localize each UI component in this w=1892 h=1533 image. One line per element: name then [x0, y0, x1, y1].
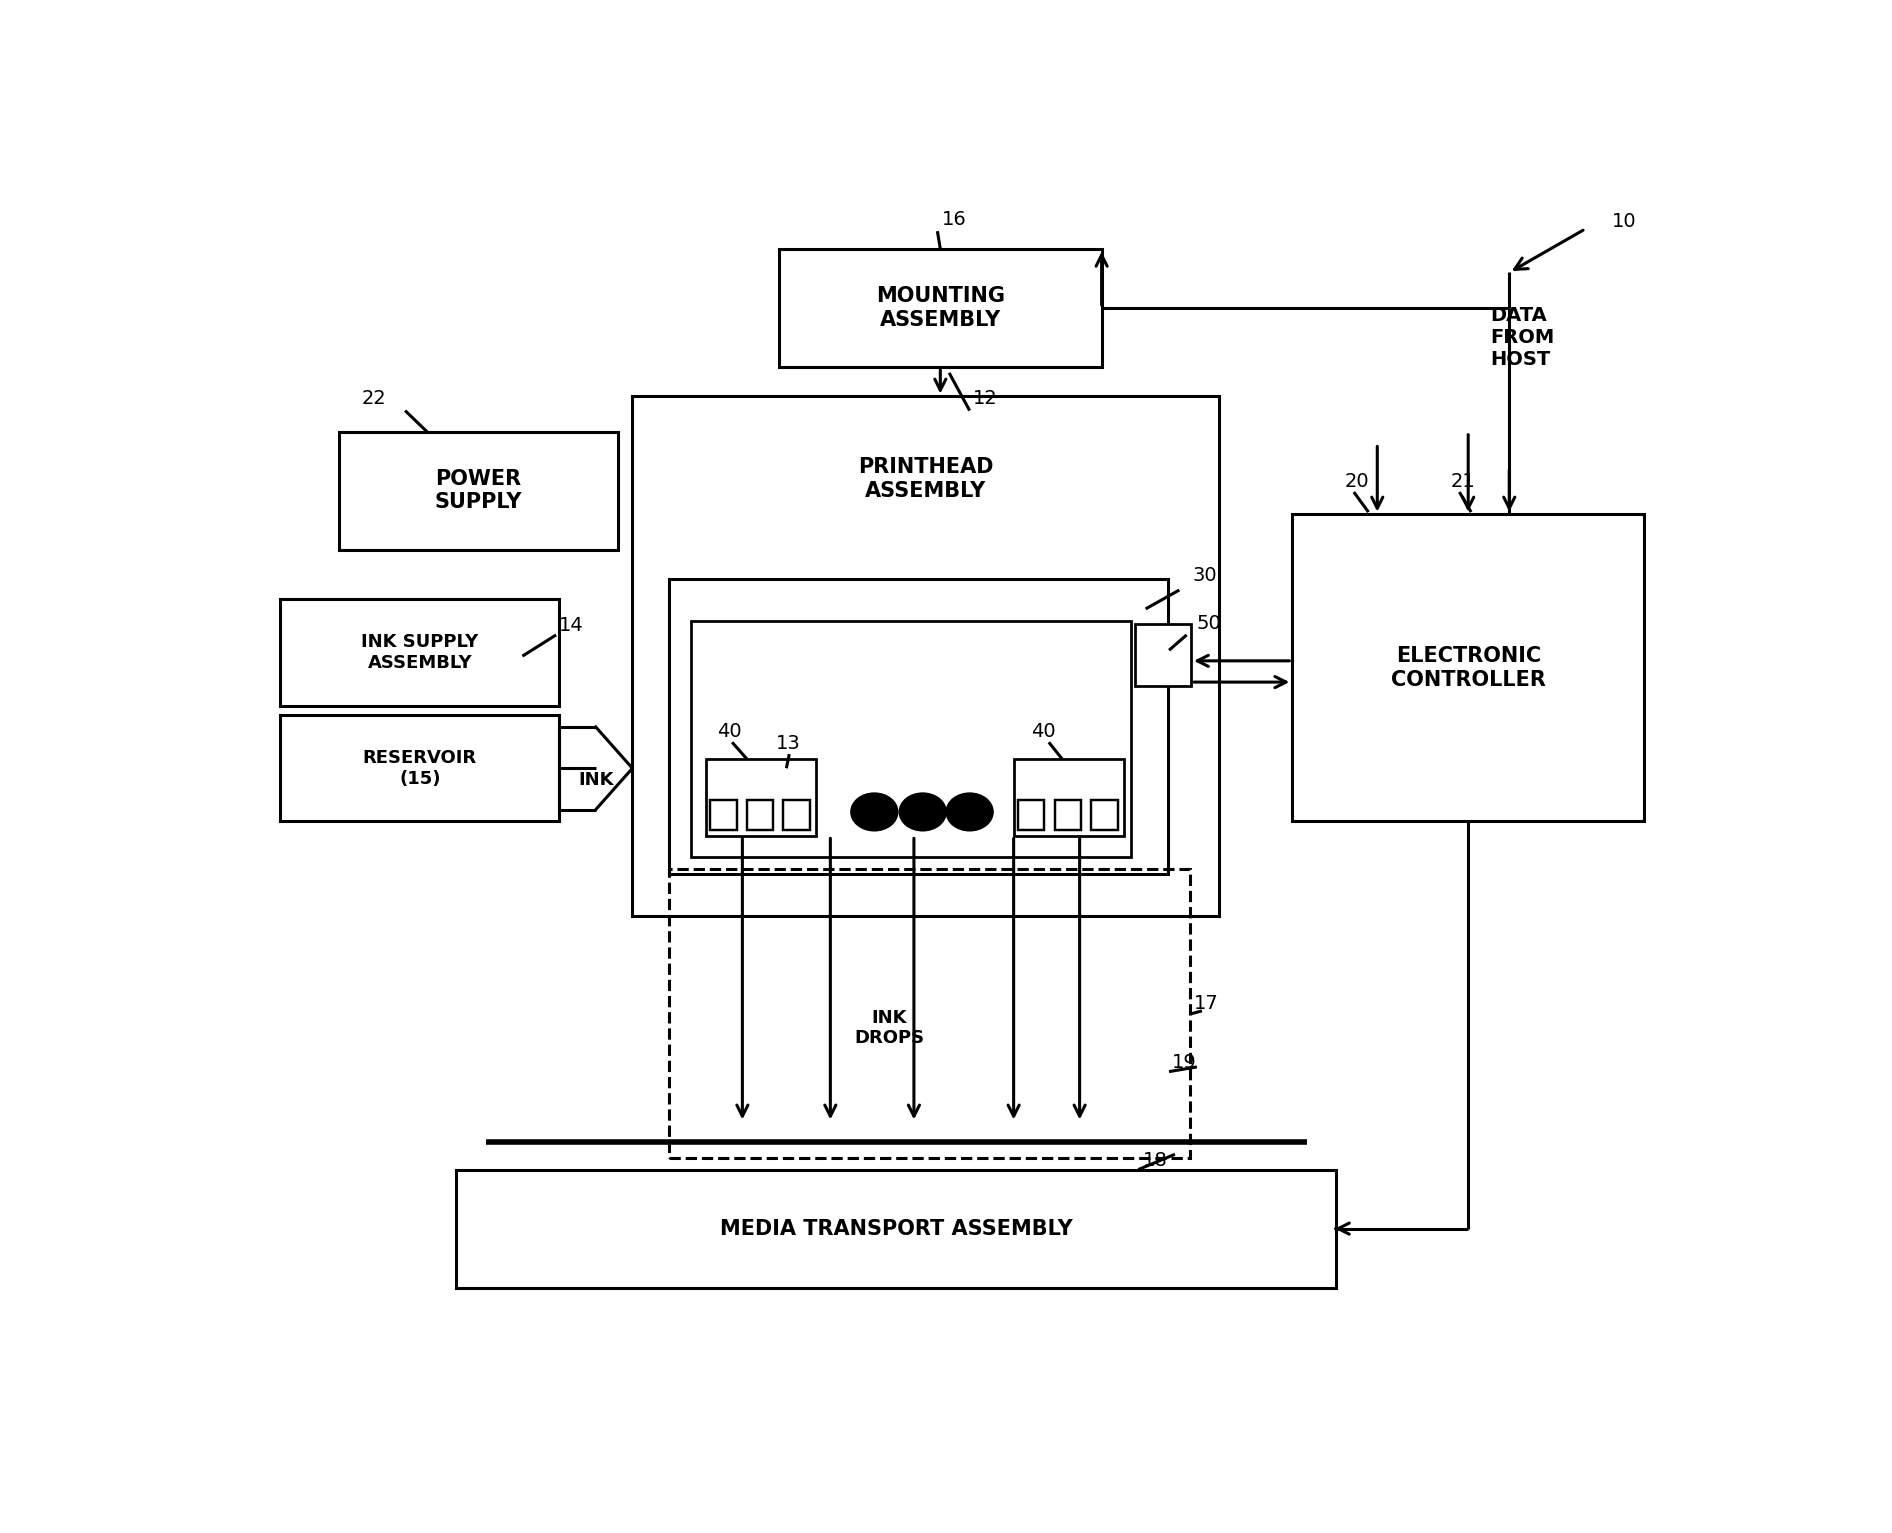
Bar	[691, 621, 1131, 857]
Text: 16: 16	[942, 210, 967, 228]
Text: 40: 40	[1031, 722, 1056, 740]
Bar	[632, 397, 1218, 915]
Bar	[456, 1170, 1336, 1288]
Bar	[339, 432, 617, 550]
Bar	[710, 800, 736, 829]
Bar	[780, 248, 1101, 366]
Text: ELECTRONIC
CONTROLLER: ELECTRONIC CONTROLLER	[1391, 647, 1546, 690]
Text: 13: 13	[776, 734, 800, 753]
Bar	[1014, 759, 1124, 835]
Text: 30: 30	[1192, 566, 1217, 586]
Text: PRINTHEAD
ASSEMBLY: PRINTHEAD ASSEMBLY	[857, 457, 993, 501]
Bar	[280, 599, 560, 705]
Text: MOUNTING
ASSEMBLY: MOUNTING ASSEMBLY	[876, 287, 1005, 330]
Text: INK
DROPS: INK DROPS	[853, 1009, 923, 1047]
Bar	[1135, 624, 1192, 685]
Bar	[670, 579, 1167, 874]
Text: 17: 17	[1194, 993, 1218, 1013]
Text: RESERVOIR
(15): RESERVOIR (15)	[363, 748, 477, 788]
Bar	[280, 714, 560, 822]
Bar	[1054, 800, 1080, 829]
Text: 19: 19	[1171, 1053, 1198, 1072]
Circle shape	[946, 793, 993, 831]
Circle shape	[851, 793, 899, 831]
Bar	[1018, 800, 1044, 829]
Text: MEDIA TRANSPORT ASSEMBLY: MEDIA TRANSPORT ASSEMBLY	[721, 1219, 1073, 1239]
Text: 40: 40	[717, 722, 742, 740]
Text: 50: 50	[1198, 613, 1222, 633]
Bar	[747, 800, 774, 829]
Bar	[1092, 800, 1118, 829]
Text: 20: 20	[1345, 472, 1370, 491]
Text: INK: INK	[577, 771, 613, 789]
Bar	[1292, 515, 1644, 822]
Bar	[670, 869, 1190, 1157]
Circle shape	[899, 793, 946, 831]
Text: 12: 12	[972, 389, 997, 408]
Text: 10: 10	[1612, 212, 1637, 231]
Text: DATA
FROM
HOST: DATA FROM HOST	[1491, 307, 1555, 369]
Text: 14: 14	[560, 616, 585, 635]
Text: 22: 22	[361, 389, 386, 408]
Text: POWER
SUPPLY: POWER SUPPLY	[435, 469, 522, 512]
Bar	[706, 759, 815, 835]
Text: 18: 18	[1143, 1151, 1167, 1170]
Text: 21: 21	[1451, 472, 1476, 491]
Bar	[783, 800, 810, 829]
Text: INK SUPPLY
ASSEMBLY: INK SUPPLY ASSEMBLY	[361, 633, 479, 671]
